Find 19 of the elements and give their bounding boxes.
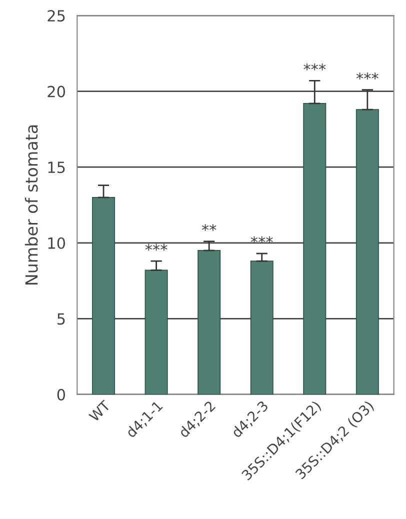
annotation: *** [250, 236, 273, 244]
y-tick-label: 15 [48, 162, 65, 174]
bar [250, 260, 274, 394]
annotation: ** [202, 224, 216, 232]
annotation: *** [304, 63, 326, 70]
bar [92, 197, 116, 394]
x-tick-label: WT [88, 400, 112, 422]
y-tick-label: 25 [48, 10, 65, 22]
annotation: *** [356, 72, 378, 80]
y-tick-label: 0 [57, 388, 66, 400]
bar [198, 250, 221, 394]
y-tick-label: 10 [48, 237, 66, 249]
bar [144, 270, 168, 394]
bar [356, 109, 379, 394]
annotation: *** [145, 244, 168, 251]
bar [303, 103, 326, 394]
y-tick-label: 5 [57, 313, 65, 325]
y-axis-title: Number of stomata [24, 125, 38, 284]
y-tick-label: 20 [48, 86, 66, 98]
